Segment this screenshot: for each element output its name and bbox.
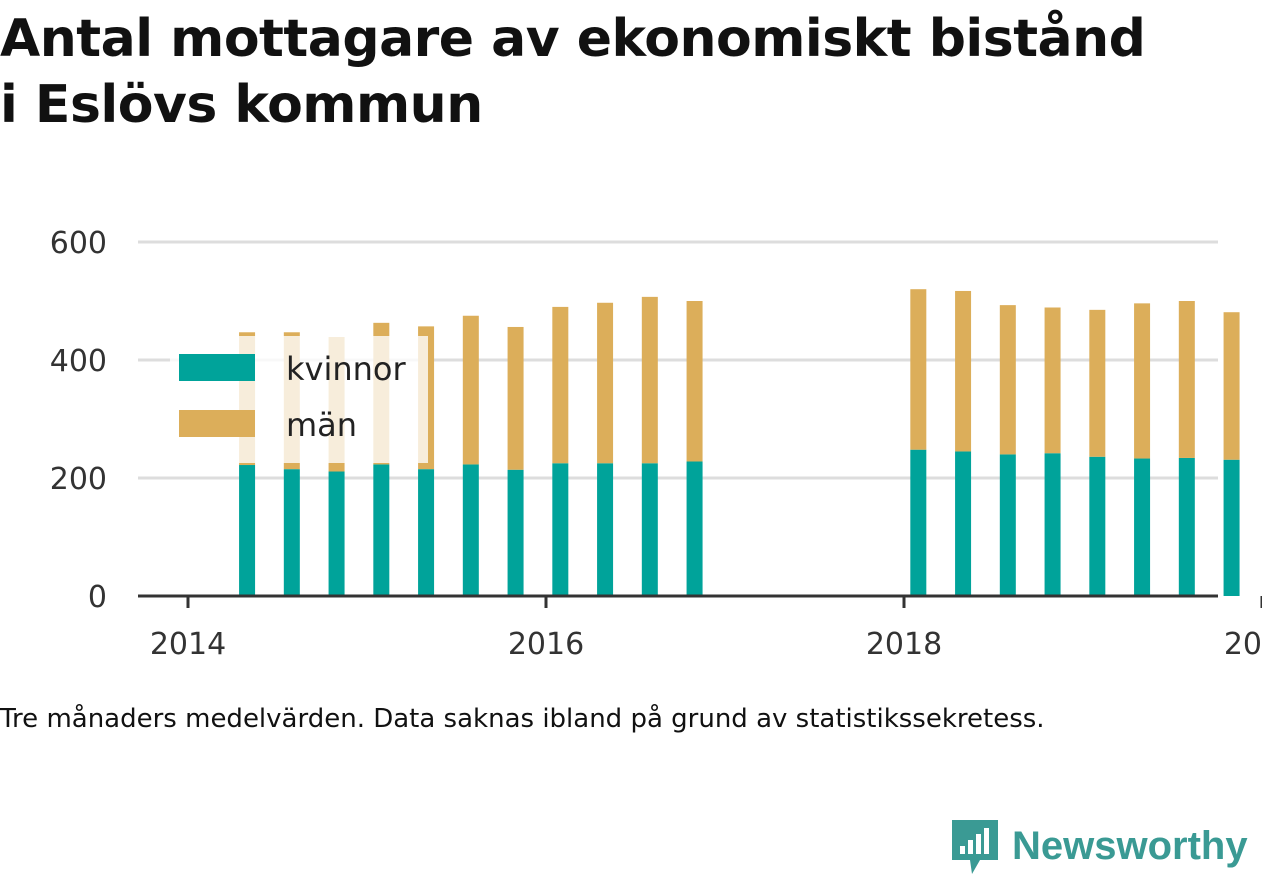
x-tick-label: 2016 [508, 627, 584, 662]
bar-kvinnor [373, 464, 390, 596]
bar-kvinnor [1223, 459, 1240, 596]
bar-kvinnor [552, 463, 569, 596]
legend: kvinnor män [170, 336, 428, 463]
axes: 0200400600201420162018202020222024 [50, 226, 1262, 662]
bar-man [1089, 309, 1106, 457]
chart-title-line-2: i Eslövs kommun [0, 75, 483, 135]
bar-man [1178, 301, 1195, 458]
bar-man [507, 326, 524, 470]
bar-kvinnor [239, 465, 256, 596]
bar-kvinnor [597, 463, 614, 596]
y-tick-label: 0 [88, 580, 107, 615]
bar-man [641, 296, 658, 464]
bar-kvinnor [507, 469, 524, 596]
newsworthy-brand: Newsworthy [950, 816, 1248, 876]
bar-man [1044, 307, 1061, 454]
bar-kvinnor [1178, 457, 1195, 596]
bar-man [597, 302, 614, 464]
bar-man [955, 290, 972, 452]
chart-title-line-1: Antal mottagare av ekonomiskt bistånd [0, 9, 1146, 69]
bar-kvinnor [1134, 458, 1151, 596]
x-tick-label: 2020 [1224, 627, 1262, 662]
bar-kvinnor [1044, 453, 1061, 596]
bar-kvinnor [955, 451, 972, 596]
brand-name: Newsworthy [1012, 823, 1248, 868]
chart-title: Antal mottagare av ekonomiskt bistånd i … [0, 6, 1262, 138]
y-tick-label: 600 [50, 226, 107, 261]
newsworthy-logo-icon [952, 820, 998, 874]
footnote: Tre månaders medelvärden. Data saknas ib… [0, 704, 1045, 734]
legend-label: kvinnor [286, 350, 407, 388]
y-tick-label: 200 [50, 462, 107, 497]
bar-kvinnor [686, 461, 703, 596]
bar-man [686, 301, 703, 462]
bar-man [552, 306, 569, 464]
bar-kvinnor [1089, 456, 1106, 596]
bar-kvinnor [328, 471, 345, 596]
bar-man [910, 289, 927, 450]
bar-kvinnor [910, 449, 927, 596]
x-tick-label: 2014 [150, 627, 226, 662]
bar-man [462, 315, 479, 465]
legend-swatch [179, 354, 255, 381]
bar-man [1134, 303, 1151, 459]
x-tick-label: 2018 [866, 627, 942, 662]
legend-swatch [179, 410, 255, 437]
bar-kvinnor [641, 463, 658, 596]
bar-kvinnor [418, 469, 435, 596]
bar-kvinnor [999, 454, 1016, 596]
bar-man [1223, 312, 1240, 460]
bar-kvinnor [283, 469, 300, 596]
bar-kvinnor [462, 464, 479, 596]
y-tick-label: 400 [50, 344, 107, 379]
legend-label: män [286, 406, 357, 444]
bar-man [999, 305, 1016, 455]
